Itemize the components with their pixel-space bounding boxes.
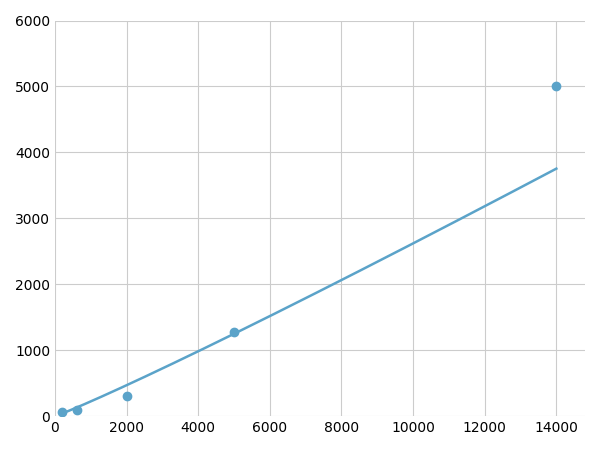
Point bbox=[122, 392, 131, 399]
Point bbox=[73, 406, 82, 413]
Point bbox=[229, 328, 239, 335]
Point bbox=[58, 409, 67, 416]
Point bbox=[551, 83, 561, 90]
